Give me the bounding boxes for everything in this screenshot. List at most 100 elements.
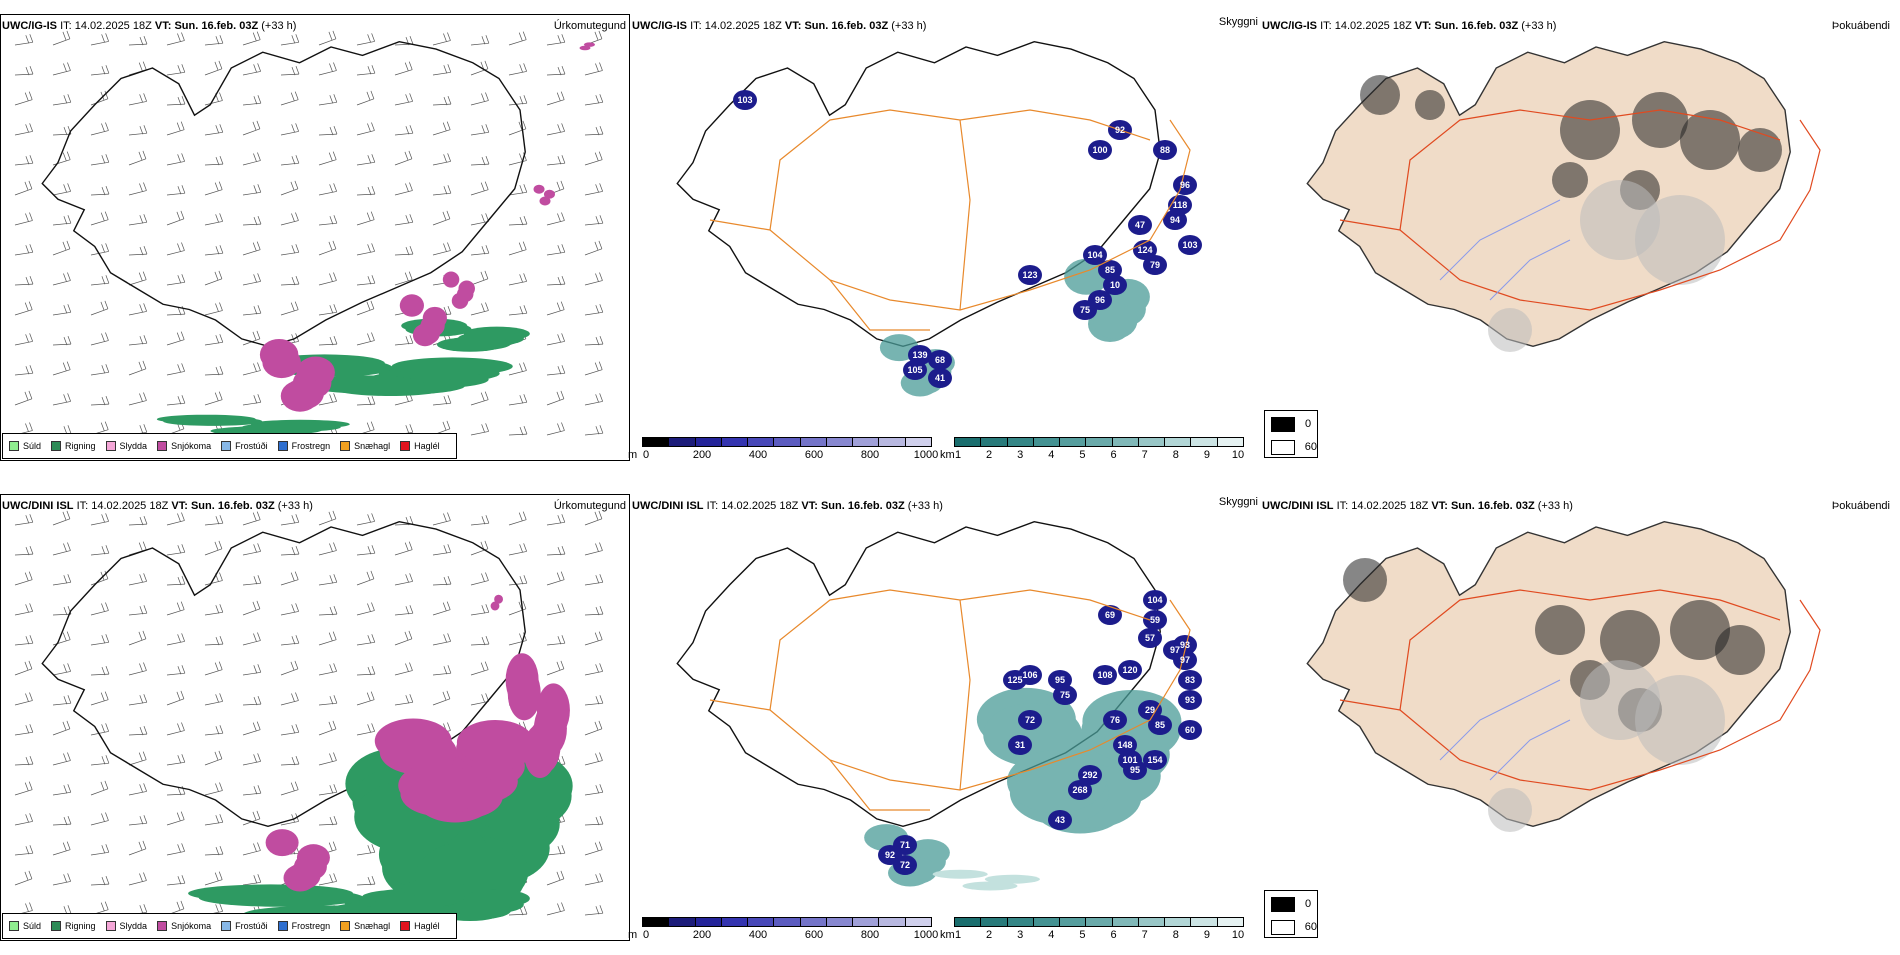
ceiling-value-label: 10: [1110, 280, 1120, 290]
colorbar-tick-label: 7: [1141, 929, 1148, 941]
ceiling-value-label: 71: [900, 840, 910, 850]
precip-legend: Súld Rigning Slydda Snjókoma Frostúði Frostre…: [2, 433, 457, 459]
ceiling-value-label: 92: [885, 850, 895, 860]
colorbar-tick-label: 200: [692, 449, 712, 461]
fog-legend-label: 0: [1305, 418, 1312, 430]
fog-legend-swatch: [1271, 896, 1295, 912]
ceiling-value-label: 101: [1122, 755, 1137, 765]
map-frame: [0, 14, 630, 461]
fog-legend: 0 60: [1264, 410, 1318, 458]
run-header: UWC/DINI ISL IT: 14.02.2025 18Z VT: Sun.…: [632, 500, 943, 512]
legend-item: Snjókoma: [157, 441, 211, 451]
legend-swatch: [51, 921, 62, 931]
colorbar-tick-label: 3: [1017, 929, 1024, 941]
colorbar-tick-label: 6: [1110, 929, 1117, 941]
legend-label: Rigning: [65, 441, 96, 451]
wind-barbs: [14, 30, 604, 436]
ceiling-value-label: 85: [1105, 265, 1115, 275]
legend-swatch: [340, 441, 351, 451]
ceiling-value-label: 79: [1150, 260, 1160, 270]
precip-areas: [156, 42, 595, 436]
ceiling-colorbar: 0 200 400 600 800 1000 m: [628, 917, 938, 947]
ceiling-value-label: 69: [1105, 610, 1115, 620]
colorbar-tick-label: 1: [954, 929, 962, 941]
colorbar-tick-label: 800: [860, 449, 880, 461]
colorbar-tick-label: 600: [804, 929, 824, 941]
fog-legend: 0 60: [1264, 890, 1318, 938]
ceiling-value-label: 96: [1095, 295, 1105, 305]
legend-swatch: [277, 921, 288, 931]
ceiling-value-label: 120: [1122, 665, 1137, 675]
fog-legend-row: 0: [1265, 894, 1317, 914]
colorbar-ticks: 1 2 3 4 5 6 7 8 9 10: [954, 929, 1244, 943]
fog-legend-swatch: [1271, 416, 1295, 432]
legend-swatch: [51, 441, 62, 451]
ceiling-value-label: 72: [900, 860, 910, 870]
colorbar-tick-label: 0: [642, 449, 650, 461]
legend-item: Rigning: [51, 921, 96, 931]
colorbar-tick-label: 8: [1172, 929, 1179, 941]
iceland-outline: [41, 521, 526, 827]
fog-legend-row: 60: [1265, 917, 1317, 937]
legend-item: Snæhagl: [340, 441, 390, 451]
legend-label: Haglél: [414, 921, 440, 931]
panel-title: Þokuábendi: [1831, 500, 1890, 512]
legend-swatch: [157, 921, 168, 931]
fog-index-areas: [1343, 558, 1765, 832]
ceiling-value-label: 88: [1160, 145, 1170, 155]
ceiling-value-label: 29: [1145, 705, 1155, 715]
colorbar-tick-label: 7: [1141, 449, 1148, 461]
ceiling-value-label: 95: [1130, 765, 1140, 775]
colorbar-ticks: 1 2 3 4 5 6 7 8 9 10: [954, 449, 1244, 463]
run-header: UWC/DINI ISL IT: 14.02.2025 18Z VT: Sun.…: [1262, 500, 1573, 512]
fog-legend-label: 0: [1305, 898, 1312, 910]
visibility-panel-2: 104 69 59 57 93 97 97 83 93 125 106 95 108 120 75 72 76 2…: [628, 480, 1260, 955]
ceiling-value-label: 94: [1170, 215, 1180, 225]
legend-label: Súld: [23, 441, 42, 451]
legend-swatch: [9, 921, 19, 931]
legend-swatch: [157, 441, 168, 451]
fog-map-2: [1306, 521, 1821, 832]
precip-legend: Súld Rigning Slydda Snjókoma Frostúði Frostre…: [2, 913, 457, 939]
colorbar-unit: km: [940, 929, 955, 941]
fog-legend-swatch: [1271, 439, 1295, 455]
ceiling-value-label: 93: [1185, 695, 1195, 705]
ceiling-value-label: 59: [1150, 615, 1160, 625]
colorbar-tick-label: 9: [1203, 929, 1210, 941]
iceland-outline: [41, 41, 526, 347]
colorbar-tick-label: 5: [1079, 449, 1086, 461]
fog-panel-2: UWC/DINI ISL IT: 14.02.2025 18Z VT: Sun.…: [1260, 480, 1900, 955]
legend-item: Frostúði: [221, 441, 268, 451]
legend-item: Rigning: [51, 441, 96, 451]
ceiling-value-label: 41: [935, 373, 945, 383]
legend-item: Haglél: [400, 441, 440, 451]
legend-item: Frostúði: [221, 921, 268, 931]
legend-swatch: [400, 441, 411, 451]
legend-item: Haglél: [400, 921, 440, 931]
colorbar-ticks: 0 200 400 600 800 1000: [642, 449, 938, 463]
ceiling-value-label: 103: [1182, 240, 1197, 250]
colorbar-unit: m: [628, 449, 638, 461]
run-header: UWC/IG-IS IT: 14.02.2025 18Z VT: Sun. 16…: [2, 20, 297, 32]
colorbar-unit: m: [628, 929, 638, 941]
visibility-colorbar: 1 2 3 4 5 6 7 8 9 10 km: [940, 917, 1244, 947]
colorbar-tick-label: 400: [748, 449, 768, 461]
colorbar-tick-label: 800: [860, 929, 880, 941]
colorbar-strip: [642, 437, 932, 447]
colorbar-tick-label: 200: [692, 929, 712, 941]
colorbar-tick-label: 1: [954, 449, 962, 461]
legend-label: Slydda: [119, 921, 148, 931]
ceiling-value-label: 31: [1015, 740, 1025, 750]
ceiling-value-label: 268: [1072, 785, 1087, 795]
legend-item: Súld: [9, 921, 41, 931]
colorbar-tick-label: 9: [1203, 449, 1210, 461]
legend-swatch: [277, 441, 288, 451]
ceiling-value-label: 85: [1155, 720, 1165, 730]
ceiling-value-label: 124: [1137, 245, 1152, 255]
colorbar-tick-label: 3: [1017, 449, 1024, 461]
ceiling-value-label: 148: [1117, 740, 1132, 750]
legend-label: Súld: [23, 921, 42, 931]
